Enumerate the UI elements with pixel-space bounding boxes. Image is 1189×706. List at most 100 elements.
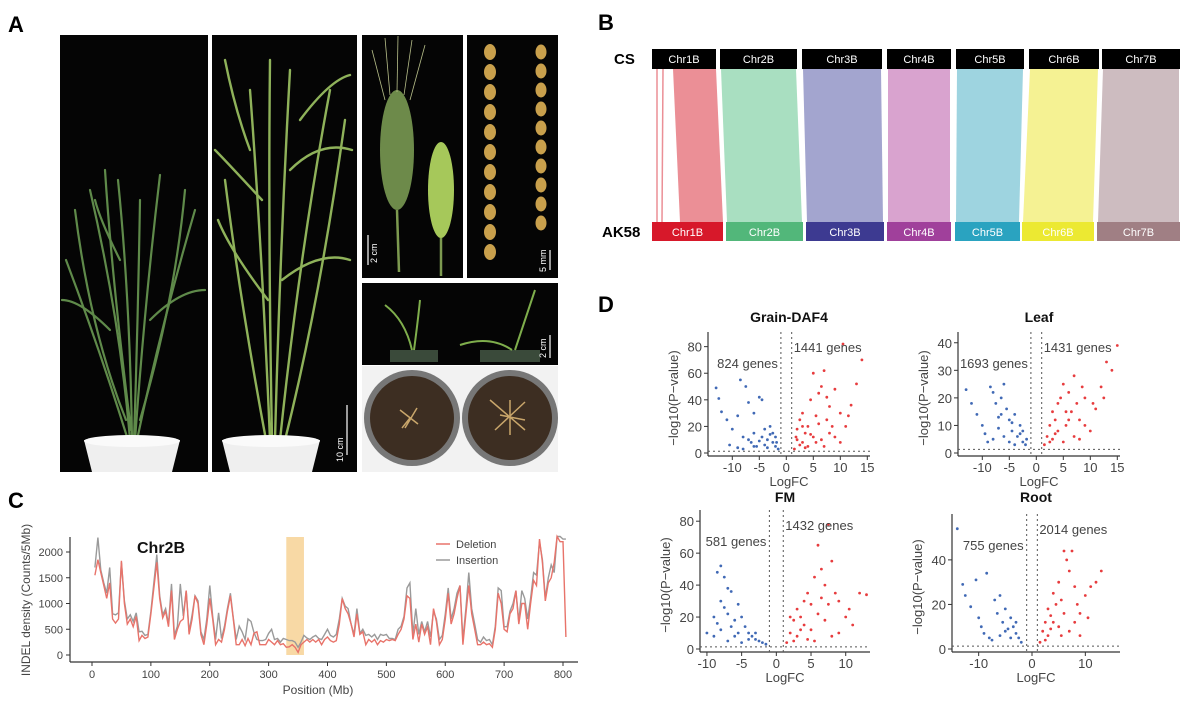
gene-point-up xyxy=(1067,418,1071,422)
gene-point-down xyxy=(1005,407,1008,411)
gene-point-down xyxy=(1003,607,1007,611)
grain xyxy=(484,44,496,60)
x-axis-label: LogFC xyxy=(1016,670,1055,685)
gene-point-up xyxy=(833,435,837,439)
gene-point-up xyxy=(788,631,792,635)
gene-point-up xyxy=(817,391,821,395)
grain xyxy=(484,244,496,260)
gene-point-up xyxy=(806,445,810,448)
gene-point-down xyxy=(750,634,754,638)
gene-point-down xyxy=(729,625,733,628)
plot-title: Grain-DAF4 xyxy=(750,309,828,325)
chromosome-bar-ak58 xyxy=(1097,222,1180,241)
gene-point-down xyxy=(975,413,979,416)
chromosome-bar-ak58 xyxy=(1022,222,1094,241)
plot-title: Leaf xyxy=(1025,309,1054,325)
gene-point-down xyxy=(1024,443,1027,447)
grain xyxy=(484,224,496,240)
volcano-plots: Grain-DAF4 0 20 40 60 80 -10 -5 0 5 10 15 LogFC −log1… xyxy=(658,309,1125,685)
gene-point-up xyxy=(860,358,864,362)
x-tick-label: -5 xyxy=(1004,460,1016,475)
gene-point-up xyxy=(1073,585,1077,588)
gene-point-down xyxy=(963,594,967,597)
up-gene-count: 2014 genes xyxy=(1039,522,1107,537)
photo-roots xyxy=(362,366,558,472)
y-tick-label: 80 xyxy=(688,340,702,355)
gene-point-down xyxy=(741,435,745,439)
gene-point-up xyxy=(1053,418,1057,422)
indel-density-chart: 0 500 1000 1500 2000 0 100 200 300 400 500 600 700 80… xyxy=(19,524,578,697)
gene-point-up xyxy=(806,638,809,641)
gene-point-down xyxy=(995,612,999,615)
gene-point-up xyxy=(809,433,812,436)
y-tick-label: 500 xyxy=(45,624,63,636)
gene-point-down xyxy=(766,446,769,450)
grain xyxy=(484,164,496,180)
gene-point-up xyxy=(802,599,806,603)
grain xyxy=(535,120,547,136)
gene-point-up xyxy=(828,431,831,435)
volcano-plot-leaf: Leaf 0 10 20 30 40 -10 -5 0 5 10 15 LogFC −log10(P−va… xyxy=(916,309,1125,489)
chromosome-bar-ak58 xyxy=(806,222,884,241)
volcano-plot-root: Root 0 20 40 -10 0 10 LogFC −log10(P−value) 755 g… xyxy=(910,489,1120,685)
gene-point-down xyxy=(736,446,740,450)
gene-point-up xyxy=(806,425,810,428)
gene-point-down xyxy=(752,445,756,448)
y-tick-label: 0 xyxy=(945,446,952,461)
x-tick-label: -5 xyxy=(754,460,766,475)
gene-point-down xyxy=(1009,616,1013,620)
gene-point-down xyxy=(755,445,758,448)
gene-point-down xyxy=(1010,421,1014,425)
gene-point-up xyxy=(830,634,834,638)
gene-point-up xyxy=(837,599,841,603)
x-tick-label: 0 xyxy=(1033,460,1040,475)
y-tick-label: 0 xyxy=(939,642,946,657)
gene-point-up xyxy=(822,369,826,372)
x-tick-label: 0 xyxy=(773,656,780,671)
gene-point-up xyxy=(814,414,818,418)
gene-point-up xyxy=(858,591,861,595)
gene-point-up xyxy=(1056,429,1060,433)
gene-point-down xyxy=(775,441,778,444)
gene-point-up xyxy=(1078,612,1082,615)
gene-point-down xyxy=(982,632,986,635)
gene-point-down xyxy=(999,396,1003,400)
gene-point-up xyxy=(820,567,823,571)
chromosome-bar-ak58 xyxy=(652,222,723,241)
gene-point-down xyxy=(743,625,747,628)
gene-point-up xyxy=(1067,629,1071,633)
gene-point-up xyxy=(1051,410,1054,414)
gene-point-up xyxy=(813,639,816,643)
gene-point-up xyxy=(822,445,826,448)
down-gene-count: 581 genes xyxy=(706,534,767,549)
x-tick-label: -5 xyxy=(736,656,748,671)
synteny-ribbon xyxy=(803,69,883,222)
gene-point-up xyxy=(1045,435,1049,438)
gene-point-up xyxy=(833,387,837,391)
gene-point-up xyxy=(827,602,830,606)
gene-point-down xyxy=(739,378,742,382)
x-tick-label: 10 xyxy=(833,460,847,475)
synteny-ribbon xyxy=(1098,69,1179,222)
gene-point-up xyxy=(1073,620,1077,624)
gene-point-up xyxy=(1102,396,1106,400)
gene-point-up xyxy=(1110,368,1114,372)
gene-point-up xyxy=(1043,443,1046,447)
gene-point-up xyxy=(1075,402,1079,405)
gene-point-up xyxy=(1059,396,1062,400)
grain xyxy=(484,144,496,160)
gene-point-down xyxy=(974,578,978,582)
gene-point-down xyxy=(1018,432,1022,436)
gene-point-up xyxy=(820,385,823,388)
x-tick-label: -10 xyxy=(969,656,988,671)
gene-point-down xyxy=(768,425,772,428)
gene-point-up xyxy=(1064,410,1068,414)
gene-point-up xyxy=(792,618,796,622)
grain xyxy=(535,215,547,231)
chromosome-label-cs: Chr1B xyxy=(668,54,699,66)
gene-point-up xyxy=(1057,580,1061,584)
gene-point-down xyxy=(1014,632,1018,635)
gene-point-down xyxy=(741,447,745,451)
gene-point-up xyxy=(1059,634,1063,637)
grain xyxy=(535,63,547,79)
